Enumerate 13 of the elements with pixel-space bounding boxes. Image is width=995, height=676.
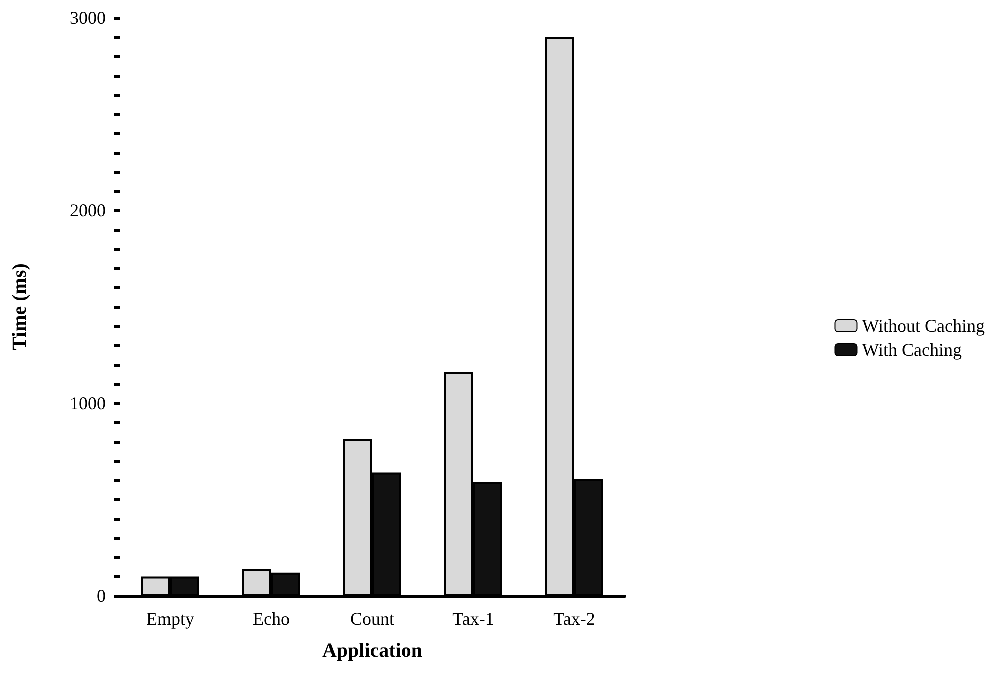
y-tick-label: 0 — [97, 586, 106, 606]
x-tick-label: Echo — [253, 609, 290, 629]
legend-label: With Caching — [862, 340, 962, 360]
x-tick-label: Tax-2 — [554, 609, 596, 629]
legend-label: Without Caching — [862, 316, 986, 336]
y-tick-label: 3000 — [70, 8, 106, 28]
y-axis-title: Time (ms) — [9, 264, 31, 350]
x-tick-label: Tax-1 — [452, 609, 494, 629]
x-axis-title: Application — [322, 640, 423, 662]
y-tick-label: 1000 — [70, 393, 106, 414]
x-tick-label: Count — [350, 609, 395, 629]
x-tick-label: Empty — [146, 609, 194, 629]
y-tick-label: 2000 — [70, 200, 106, 221]
